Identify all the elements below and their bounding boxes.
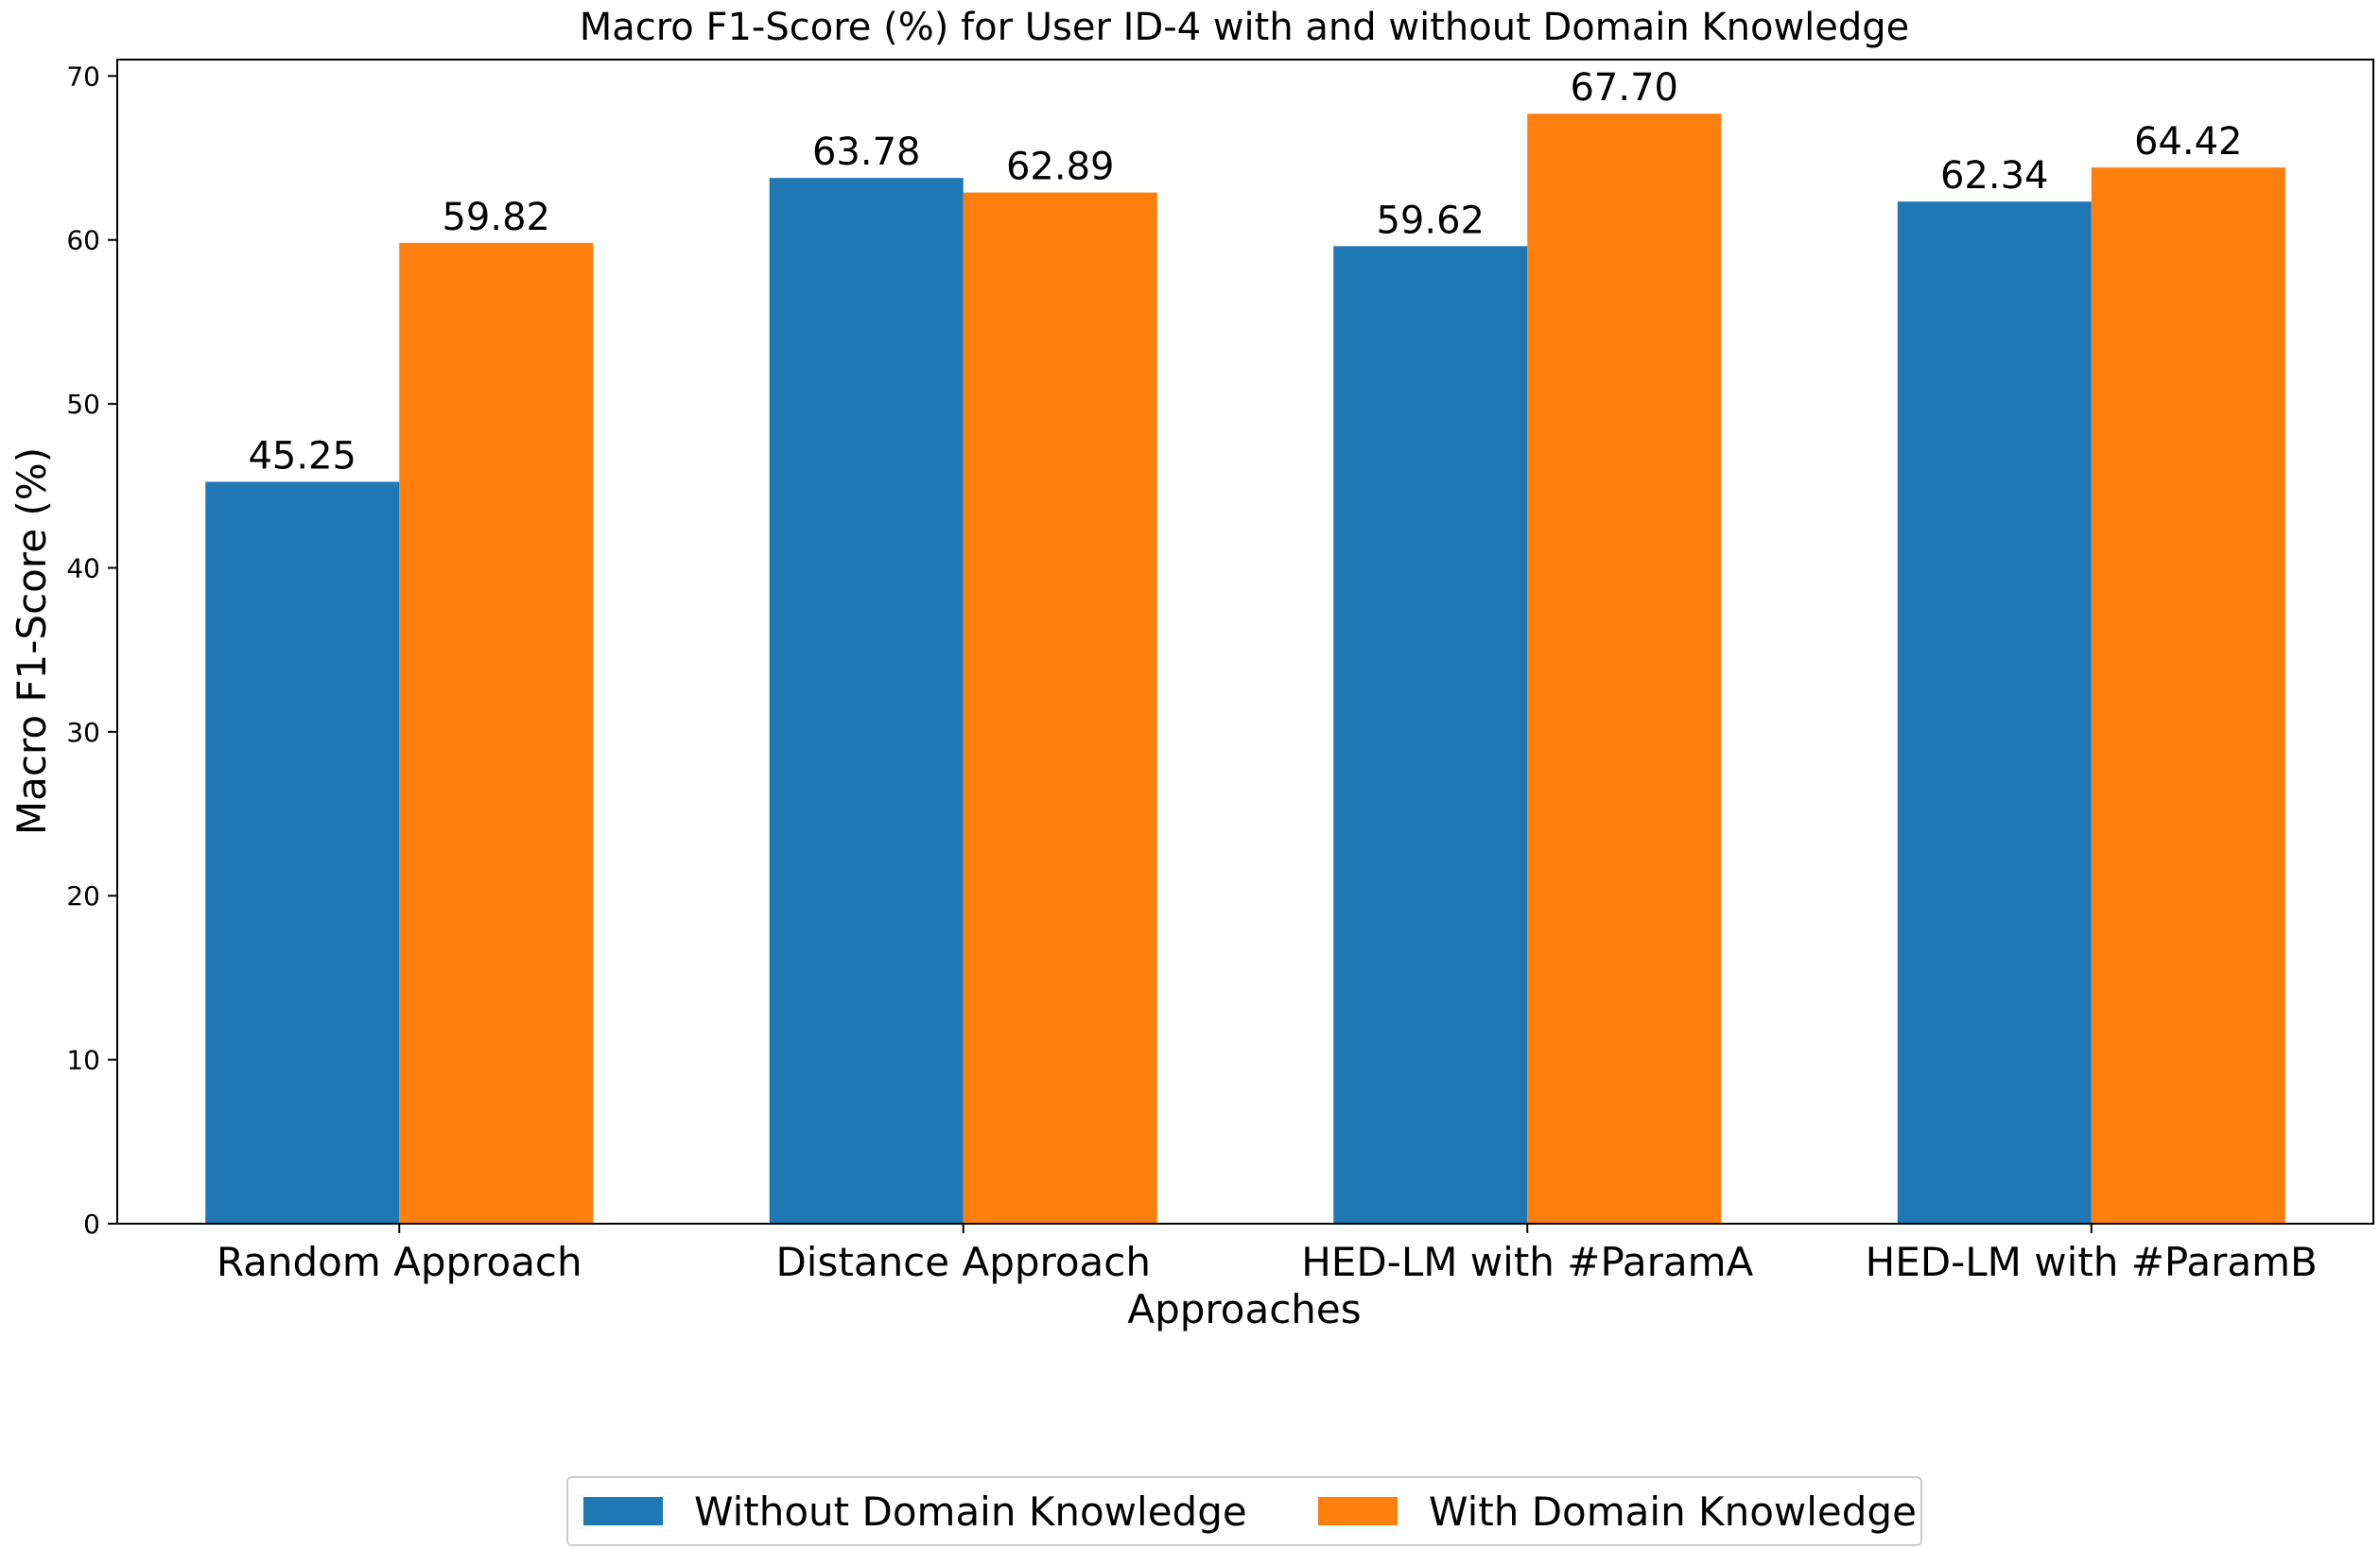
bar-with-domain-knowledge — [2091, 167, 2285, 1224]
legend-label: With Domain Knowledge — [1429, 1488, 1917, 1535]
bar-value-label: 64.42 — [2134, 120, 2243, 164]
x-tick-label: Random Approach — [217, 1239, 582, 1285]
bar-without-domain-knowledge — [205, 481, 400, 1224]
chart-title: Macro F1-Score (%) for User ID-4 with an… — [580, 6, 1910, 49]
legend-entry-with-domain-knowledge: With Domain Knowledge — [1318, 1478, 1917, 1544]
bar-without-domain-knowledge — [1897, 201, 2092, 1224]
x-tick-label: Distance Approach — [775, 1239, 1151, 1285]
bar-with-domain-knowledge — [399, 242, 594, 1225]
y-tick-label: 0 — [83, 1209, 100, 1240]
bar-value-label: 63.78 — [812, 131, 921, 174]
bar-value-label: 45.25 — [248, 434, 356, 478]
y-axis-label: Macro F1-Score (%) — [9, 447, 55, 835]
plot-area: 45.25 59.82 Random Approach 63.78 62.89 Dista… — [66, 59, 2374, 1285]
y-tick-label: 70 — [66, 61, 100, 92]
x-axis-label: Approaches — [1127, 1286, 1361, 1332]
bar-value-label: 62.34 — [1940, 154, 2049, 198]
y-tick-label: 20 — [66, 880, 100, 912]
bar-without-domain-knowledge — [769, 178, 964, 1225]
plot-frame — [116, 59, 2374, 1225]
bar-value-label: 62.89 — [1006, 146, 1115, 189]
legend: Without Domain Knowledge With Domain Kno… — [566, 1476, 1922, 1546]
y-tick-label: 10 — [66, 1045, 100, 1076]
y-tick-label: 30 — [66, 717, 100, 748]
x-tick-label: HED-LM with #ParamB — [1866, 1239, 2318, 1285]
legend-swatch-blue — [583, 1497, 663, 1525]
y-tick-label: 40 — [66, 552, 100, 583]
legend-swatch-orange — [1318, 1497, 1398, 1525]
x-tick-label: HED-LM with #ParamA — [1301, 1239, 1753, 1285]
bar-value-label: 67.70 — [1570, 66, 1678, 110]
legend-entry-without-domain-knowledge: Without Domain Knowledge — [583, 1478, 1247, 1544]
bar-value-label: 59.62 — [1376, 199, 1485, 242]
bar-with-domain-knowledge — [963, 192, 1157, 1224]
legend-label: Without Domain Knowledge — [694, 1488, 1247, 1535]
bar-value-label: 59.82 — [442, 196, 550, 239]
bar-with-domain-knowledge — [1527, 113, 1722, 1225]
bar-without-domain-knowledge — [1333, 246, 1528, 1224]
y-tick-label: 60 — [66, 225, 100, 256]
y-tick-label: 50 — [66, 389, 100, 420]
